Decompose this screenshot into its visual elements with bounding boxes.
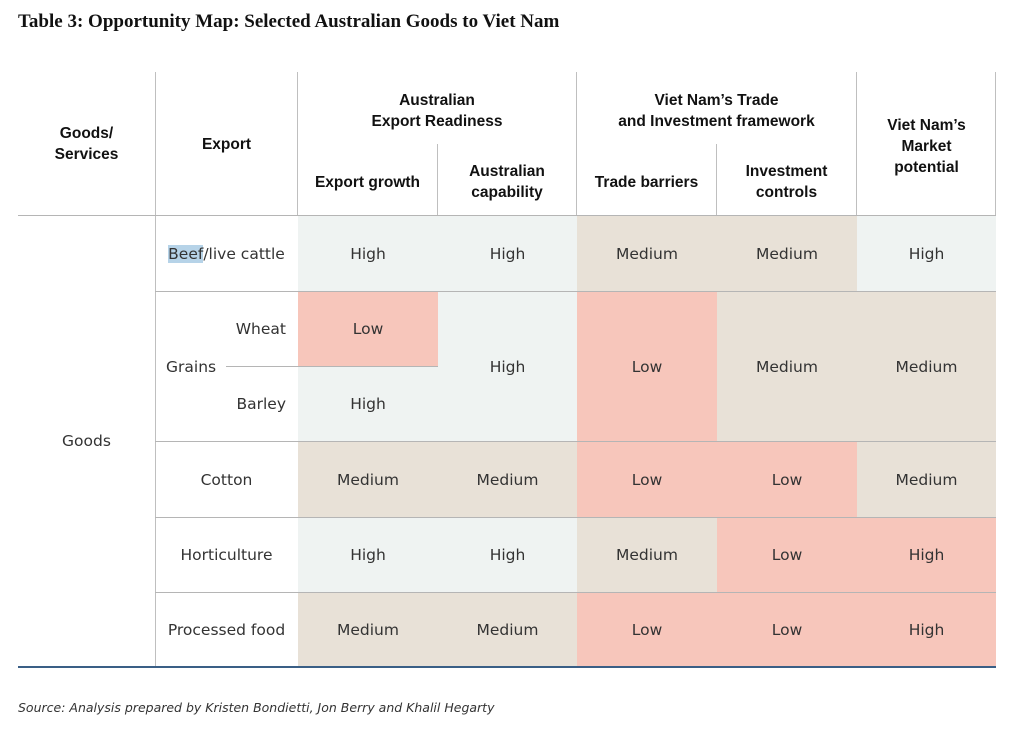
processed-food-market-potential: High <box>857 593 996 666</box>
divider <box>155 72 156 666</box>
beef-trade-barriers: Medium <box>577 216 717 291</box>
beef-australian-capability: High <box>438 216 577 291</box>
header-investment-controls: Investment controls <box>745 163 828 201</box>
processed-food-trade-barriers: Low <box>577 593 717 666</box>
row-divider <box>155 441 996 442</box>
header-goods-services: Goods/ Services <box>54 125 119 163</box>
header-group-export-readiness: Australian Export Readiness <box>371 92 503 130</box>
horticulture-trade-barriers: Medium <box>577 518 717 592</box>
horticulture-investment-controls: Low <box>717 518 857 592</box>
horticulture-australian-capability: High <box>438 518 577 592</box>
processed-food-australian-capability: Medium <box>438 593 577 666</box>
header-group-trade-framework: Viet Nam’s Trade and Investment framewor… <box>618 92 815 130</box>
row-divider <box>155 592 996 593</box>
grains-investment-controls: Medium <box>717 292 857 441</box>
header-trade-barriers: Trade barriers <box>594 173 699 191</box>
beef-investment-controls: Medium <box>717 216 857 291</box>
grains-trade-barriers: Low <box>577 292 717 441</box>
header-export-growth: Export growth <box>314 173 421 191</box>
export-label-wheat: Wheat <box>235 320 286 338</box>
table-title: Table 3: Opportunity Map: Selected Austr… <box>18 11 560 32</box>
divider <box>995 72 996 216</box>
divider <box>297 72 298 216</box>
horticulture-market-potential: High <box>857 518 996 592</box>
export-label-cotton: Cotton <box>200 470 253 489</box>
category-goods: Goods <box>62 432 111 450</box>
header-market-potential: Viet Nam’s Market potential <box>887 116 966 176</box>
grains-australian-capability: High <box>438 292 577 441</box>
grains-market-potential: Medium <box>857 292 996 441</box>
cotton-market-potential: Medium <box>857 442 996 517</box>
export-label-processed-food: Processed food <box>167 620 286 639</box>
export-label-beef: Beef/live cattle <box>156 216 297 291</box>
export-label-horticulture: Horticulture <box>180 546 273 564</box>
table-bottom-rule <box>18 666 996 668</box>
header-bottom-rule <box>18 215 996 216</box>
processed-food-export-growth: Medium <box>298 593 438 666</box>
source-note: Source: Analysis prepared by Kristen Bon… <box>18 700 495 715</box>
row-divider <box>155 517 996 518</box>
cotton-investment-controls: Low <box>717 442 857 517</box>
opportunity-map-table: High High Medium Medium High Low High Hi… <box>18 72 996 668</box>
header-export: Export <box>201 135 252 153</box>
divider <box>716 144 717 216</box>
selected-text[interactable]: Beef <box>168 244 204 263</box>
divider <box>576 72 577 216</box>
wheat-export-growth: Low <box>298 292 438 366</box>
export-label-beef-rest: /live cattle <box>203 244 285 263</box>
horticulture-export-growth: High <box>298 518 438 592</box>
barley-export-growth: High <box>298 367 438 441</box>
cotton-trade-barriers: Low <box>577 442 717 517</box>
beef-market-potential: High <box>857 216 996 291</box>
divider <box>437 144 438 216</box>
header-australian-capability: Australian capability <box>469 163 545 201</box>
export-label-barley: Barley <box>236 395 286 413</box>
processed-food-investment-controls: Low <box>717 593 857 666</box>
row-divider <box>226 366 438 367</box>
row-divider <box>155 291 996 292</box>
cotton-australian-capability: Medium <box>438 442 577 517</box>
divider <box>856 72 857 216</box>
export-label-grains: Grains <box>166 357 217 376</box>
cotton-export-growth: Medium <box>298 442 438 517</box>
beef-export-growth: High <box>298 216 438 291</box>
